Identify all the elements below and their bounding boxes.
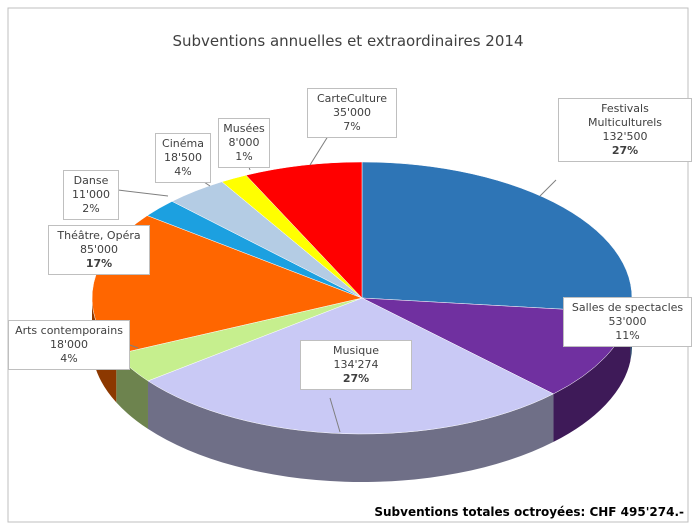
category-label: Festivals Multiculturels	[587, 102, 663, 129]
data-label: Théâtre, Opéra 85'000 17%	[48, 225, 150, 275]
data-label: Arts contemporains 18'000 4%	[8, 320, 130, 370]
percent-label: 17%	[85, 257, 113, 270]
slice	[245, 161, 363, 299]
leader-line	[129, 344, 139, 349]
category-label: Théâtre, Opéra	[57, 229, 141, 242]
category-label: Musique	[333, 344, 379, 357]
value-label: 35'000	[332, 106, 372, 119]
slice-side	[116, 354, 148, 429]
value-label: 85'000	[79, 243, 119, 256]
data-label: Musées 8'000 1%	[218, 118, 270, 168]
percent-label: 27%	[611, 144, 639, 157]
data-label: Musique 134'274 27%	[300, 340, 412, 390]
percent-label: 7%	[343, 120, 361, 133]
slice-side	[147, 380, 554, 482]
data-label: Cinéma 18'500 4%	[155, 133, 211, 183]
value-label: 18'000	[49, 338, 89, 351]
data-label: Salles de spectacles 53'000 11%	[563, 297, 692, 347]
data-label: Danse 11'000 2%	[63, 170, 119, 220]
slice-side	[553, 312, 631, 442]
category-label: CarteCulture	[316, 92, 388, 105]
value-label: 134'274	[333, 358, 379, 371]
category-label: Salles de spectacles	[571, 301, 684, 314]
category-label: Arts contemporains	[15, 324, 123, 337]
chart-title: Subventions annuelles et extraordinaires…	[172, 32, 524, 50]
value-label: 11'000	[71, 188, 111, 201]
leader-line	[309, 132, 331, 166]
data-label: Festivals Multiculturels 132'500 27%	[558, 98, 692, 162]
value-label: 132'500	[602, 130, 648, 143]
slice	[361, 161, 633, 314]
percent-label: 11%	[615, 329, 640, 342]
value-label: 8'000	[228, 136, 260, 149]
category-label: Musées	[223, 122, 265, 135]
percent-label: 27%	[342, 372, 370, 385]
percent-label: 4%	[60, 352, 78, 365]
leader-line	[117, 189, 169, 197]
data-label: CarteCulture 35'000 7%	[307, 88, 397, 138]
leader-line	[539, 179, 557, 197]
percent-label: 1%	[235, 150, 253, 163]
leader-line	[329, 397, 341, 433]
percent-label: 4%	[174, 165, 192, 178]
category-label: Danse	[73, 174, 109, 187]
category-label: Cinéma	[162, 137, 204, 150]
percent-label: 2%	[82, 202, 100, 215]
value-label: 18'500	[163, 151, 203, 164]
annotation: Subventions totales octroyées: CHF 495'2…	[374, 505, 684, 519]
value-label: 53'000	[608, 315, 647, 328]
